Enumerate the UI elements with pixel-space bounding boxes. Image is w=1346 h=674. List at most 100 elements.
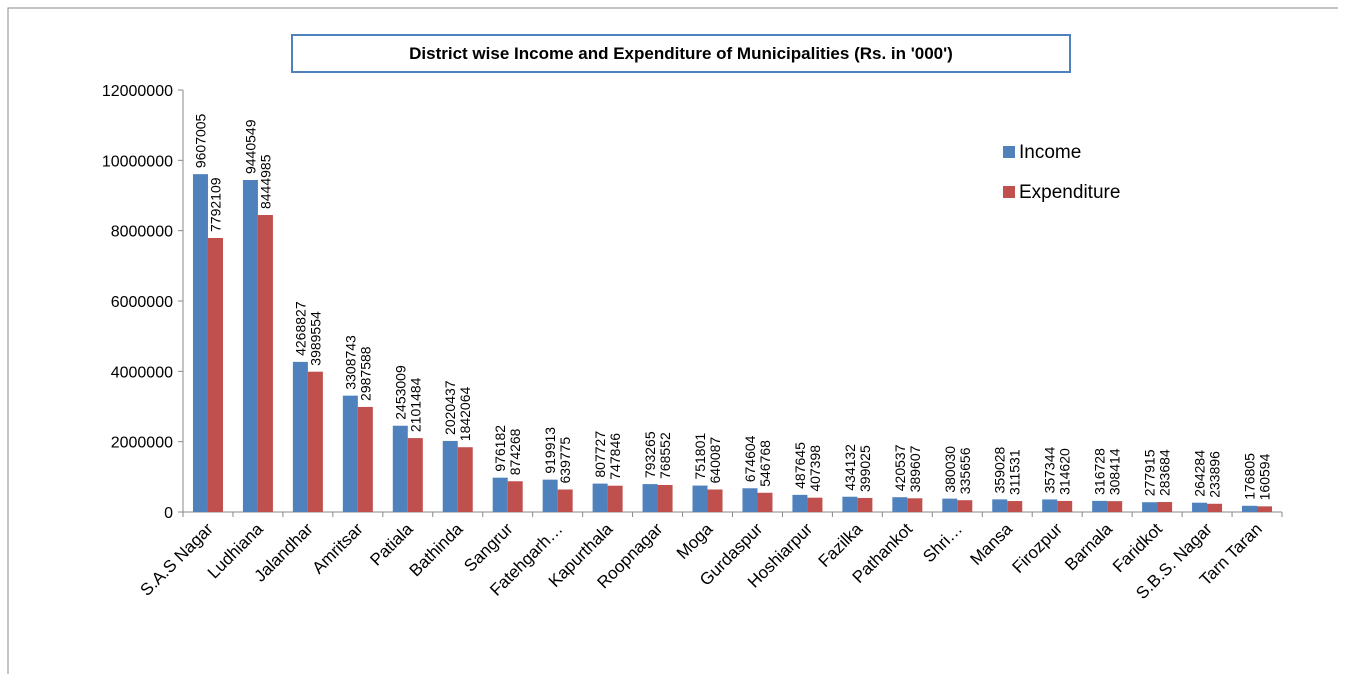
data-label: 283684 [1157,449,1173,496]
data-label: 399025 [857,445,873,492]
bar [1092,500,1108,512]
data-label: 1842064 [457,387,473,442]
x-tick-label: Moga [673,519,717,563]
data-label: 807727 [592,431,608,478]
bar [992,499,1008,512]
data-label: 976182 [492,425,508,472]
data-label: 747846 [607,433,623,480]
data-label: 160594 [1257,453,1273,500]
data-label: 420537 [892,444,908,491]
bar [592,483,608,512]
bar [857,497,873,512]
data-label: 316728 [1092,448,1108,495]
bar [207,237,223,513]
data-label: 311531 [1007,449,1023,495]
x-tick-label: Barnala [1061,519,1116,574]
bar [457,447,473,512]
y-tick-label: 6000000 [111,294,173,311]
data-label: 380030 [942,446,958,493]
bar [1242,505,1258,512]
bar [642,484,658,512]
bar [1007,501,1023,512]
bar [542,479,558,512]
bar [1207,503,1223,512]
data-label: 434132 [842,444,858,491]
bar [507,481,523,512]
bar [1157,502,1173,512]
bar [907,498,923,512]
bar [1192,502,1208,512]
bar [342,395,358,512]
y-tick-label: 8000000 [111,224,173,241]
data-label: 546768 [757,440,773,487]
data-label: 793265 [642,431,658,478]
bar [307,371,323,512]
bar [742,488,758,512]
bar [1057,500,1073,512]
x-tick-label: S.A.S Nagar [137,519,217,599]
y-tick-label: 0 [164,505,173,522]
y-tick-label: 10000000 [102,153,173,170]
bar [692,485,708,512]
x-tick-label: Bathinda [406,519,467,580]
data-label: 874268 [507,428,523,475]
data-label: 277915 [1142,449,1158,496]
x-tick-label: Shri… [919,519,966,566]
data-label: 8444985 [257,154,273,209]
data-label: 919913 [542,427,558,474]
bar [357,406,373,512]
y-tick-label: 2000000 [111,435,173,452]
data-label: 233896 [1207,451,1223,498]
x-tick-label: Firozpur [1009,519,1067,577]
data-label: 9607005 [192,113,208,168]
legend-label: Expenditure [1019,182,1120,203]
data-label: 487645 [792,442,808,489]
bar [957,500,973,512]
bar [942,498,958,512]
bar [442,440,458,512]
bar [892,497,908,512]
data-label: 4268827 [292,301,308,356]
bar [557,489,573,512]
bar [757,492,773,512]
x-tick-label: Mansa [967,519,1017,569]
data-label: 2101484 [407,377,423,432]
data-label: 176805 [1242,453,1258,500]
legend-swatch [1003,146,1015,158]
x-tick-label: Amritsar [308,519,366,577]
bar [257,215,273,513]
bar [1107,501,1123,512]
data-label: 3989554 [307,311,323,366]
bar [1257,506,1273,512]
bar [392,425,408,512]
bar [242,180,258,512]
bar [792,494,808,512]
bar [657,484,673,512]
data-label: 389607 [907,445,923,492]
bar [607,485,623,512]
data-label: 2987588 [357,346,373,401]
legend-swatch [1003,186,1015,198]
data-label: 359028 [992,446,1008,493]
data-label: 335656 [957,447,973,494]
y-tick-label: 4000000 [111,364,173,381]
title-box [291,34,1071,73]
data-label: 751801 [692,433,708,480]
bar [1142,502,1158,512]
bar [192,174,208,512]
data-label: 640087 [707,437,723,484]
data-label: 2453009 [392,365,408,420]
bar [1042,499,1058,512]
bar [492,477,508,512]
data-label: 2020437 [442,380,458,435]
bar [407,438,423,512]
data-label: 407398 [807,445,823,492]
data-label: 264284 [1192,450,1208,497]
y-tick-label: 12000000 [102,83,173,100]
bar [707,489,723,512]
legend-label: Income [1019,142,1081,163]
data-label: 7792109 [207,177,223,232]
data-label: 357344 [1042,447,1058,494]
bar [292,361,308,512]
